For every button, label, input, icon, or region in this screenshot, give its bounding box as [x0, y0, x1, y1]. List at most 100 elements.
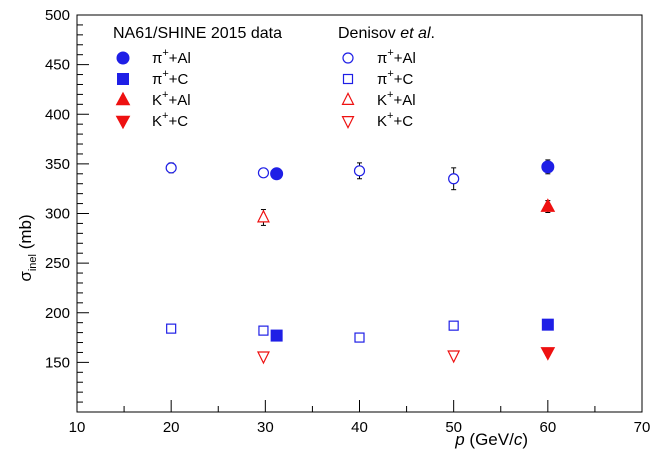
x-tick-label: 50 — [445, 419, 462, 436]
legend-marker — [116, 51, 130, 65]
legend-entry: K++C — [115, 110, 188, 130]
legend-label-particle: K — [152, 92, 162, 109]
data-point — [541, 318, 554, 331]
y-axis-title-symbol: σ — [16, 271, 35, 282]
data-point — [447, 350, 461, 364]
legend-group-title-italic: et al — [400, 25, 431, 42]
legend: NA61/SHINE 2015 data Denisov et al.π++Alπ… — [113, 25, 435, 130]
legend-label-charge: + — [162, 47, 168, 59]
y-tick-label: 400 — [45, 106, 70, 123]
series-5 — [166, 320, 459, 343]
legend-label-particle: π — [377, 50, 387, 67]
x-tick-label: 20 — [163, 419, 180, 436]
legend-label-charge: + — [387, 110, 393, 122]
legend-entry: π++Al — [116, 47, 191, 67]
legend-label-charge: + — [162, 68, 168, 80]
y-axis-title: σinel (mb) — [16, 214, 39, 281]
series-6 — [256, 209, 270, 226]
series-4 — [165, 162, 460, 191]
legend-marker — [342, 52, 354, 64]
y-tick-label: 450 — [45, 57, 70, 74]
legend-label: K++C — [152, 110, 188, 130]
legend-label: K++Al — [377, 89, 416, 109]
data-point — [166, 323, 177, 334]
data-point — [270, 329, 283, 342]
series-2 — [540, 198, 556, 214]
y-axis-title-subscript: inel — [27, 254, 39, 271]
legend-label-charge: + — [162, 110, 168, 122]
legend-label-charge: + — [387, 89, 393, 101]
legend-entry: K++Al — [115, 89, 191, 109]
legend-entry: K++Al — [341, 89, 416, 109]
legend-label: K++Al — [152, 89, 191, 109]
legend-label-target: +C — [168, 113, 188, 130]
legend-label-particle: K — [152, 113, 162, 130]
legend-label-target: +Al — [169, 50, 191, 67]
x-tick-label: 70 — [634, 419, 651, 436]
data-point — [448, 173, 460, 185]
x-tick-label: 10 — [69, 419, 86, 436]
legend-marker — [342, 73, 354, 85]
x-tick-label: 30 — [257, 419, 274, 436]
x-axis-title-unit: (GeV/ — [465, 430, 514, 449]
legend-label-charge: + — [387, 47, 393, 59]
series-3 — [540, 347, 556, 361]
legend-label: K++C — [377, 110, 413, 130]
x-tick-label: 40 — [351, 419, 368, 436]
data-point — [256, 351, 270, 365]
data-point — [540, 347, 556, 361]
legend-marker — [341, 115, 355, 129]
legend-label-charge: + — [162, 89, 168, 101]
data-point — [353, 165, 366, 177]
legend-entry: π++C — [342, 68, 414, 88]
legend-label-target: +C — [169, 71, 189, 88]
data-point — [354, 332, 365, 343]
legend-entry: π++C — [117, 68, 189, 88]
data-point — [541, 160, 555, 174]
legend-label-particle: K — [377, 113, 387, 130]
legend-label-particle: π — [377, 71, 387, 88]
x-axis-title-close: ) — [522, 430, 528, 449]
legend-group-title-text: NA61/SHINE 2015 data — [113, 25, 282, 42]
legend-entry: K++C — [341, 110, 413, 130]
legend-group-title: Denisov et al. — [338, 25, 435, 42]
legend-label: π++C — [377, 68, 414, 88]
legend-marker — [341, 92, 355, 106]
data-point — [258, 325, 269, 336]
x-axis-title-unit-var: c — [514, 430, 523, 449]
data-point — [270, 167, 284, 181]
series-1 — [270, 318, 554, 342]
y-axis-title-unit: (mb) — [16, 214, 35, 254]
data-point — [448, 320, 459, 331]
x-tick-label: 60 — [539, 419, 556, 436]
legend-marker — [117, 73, 129, 85]
y-tick-label: 250 — [45, 255, 70, 272]
y-tick-label: 300 — [45, 206, 70, 223]
legend-label-target: +Al — [393, 92, 415, 109]
data-point — [256, 209, 270, 223]
legend-label: π++C — [152, 68, 189, 88]
legend-label-particle: π — [152, 50, 162, 67]
legend-label-target: +Al — [168, 92, 190, 109]
y-tick-label: 150 — [45, 354, 70, 371]
legend-marker — [115, 115, 131, 130]
y-tick-label: 350 — [45, 156, 70, 173]
series-7 — [256, 350, 461, 365]
legend-label-particle: π — [152, 71, 162, 88]
legend-group-title-text: Denisov — [338, 25, 400, 42]
legend-label-target: +C — [394, 71, 414, 88]
data-point — [257, 167, 270, 179]
data-point — [540, 198, 556, 212]
series-0 — [270, 159, 555, 181]
x-axis-title: p (GeV/c) — [454, 430, 528, 449]
legend-label-charge: + — [387, 68, 393, 80]
legend-label: π++Al — [152, 47, 191, 67]
x-axis-title-var: p — [454, 430, 464, 449]
legend-marker — [115, 91, 131, 106]
data-point — [165, 162, 177, 174]
y-tick-label: 200 — [45, 305, 70, 322]
y-tick-label: 500 — [45, 7, 70, 24]
legend-label-particle: K — [377, 92, 387, 109]
